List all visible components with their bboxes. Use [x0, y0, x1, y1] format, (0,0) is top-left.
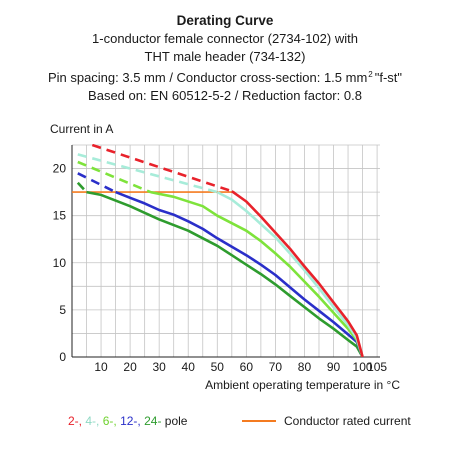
chart-subtitle-line-2: THT male header (734-132) [144, 49, 306, 64]
x-tick-label: 100 [353, 360, 373, 374]
x-tick-label: 40 [182, 360, 196, 374]
legend-12-pole: 12-, [120, 414, 141, 428]
x-tick-label: 20 [123, 360, 137, 374]
y-tick-label: 0 [59, 350, 66, 364]
series-2-pole-line [231, 190, 364, 357]
y-tick-label: 5 [59, 303, 66, 317]
chart-title: Derating Curve [176, 13, 274, 28]
series-24-pole-line [86, 190, 364, 357]
series-4-pole-line [216, 190, 364, 357]
series-6-pole-dashed [77, 160, 151, 194]
legend-4-pole: 4-, [85, 414, 100, 428]
series-2-pole-dashed [91, 144, 233, 193]
rated-current-legend: Conductor rated current [242, 414, 411, 428]
legend-24-pole: 24- [144, 414, 162, 428]
legend-2-pole: 2-, [68, 414, 83, 428]
chart-title-block: Derating Curve 1-conductor female connec… [0, 12, 450, 105]
x-axis-label: Ambient operating temperature in °C [205, 378, 400, 392]
series-24-pole-dashed [76, 181, 88, 193]
f-st-text: "f-st" [374, 70, 403, 85]
rated-current-label: Conductor rated current [284, 414, 411, 428]
chart-subtitle-line-3: Pin spacing: 3.5 mm / Conductor cross-se… [0, 66, 450, 87]
series-12-pole-line [115, 190, 364, 357]
pin-spacing-text: Pin spacing: 3.5 mm / Conductor cross-se… [47, 70, 368, 85]
rated-current-swatch [242, 420, 276, 422]
superscript-2: 2 [368, 70, 373, 79]
x-tick-label: 70 [269, 360, 283, 374]
x-tick-label: 10 [94, 360, 108, 374]
y-tick-label: 15 [53, 209, 67, 223]
y-tick-label: 10 [53, 256, 67, 270]
x-tick-label: 105 [367, 360, 387, 374]
legend-6-pole: 6-, [102, 414, 117, 428]
x-tick-label: 90 [327, 360, 341, 374]
chart-subtitle-line-4: Based on: EN 60512-5-2 / Reduction facto… [88, 88, 362, 103]
series-12-pole-dashed [77, 172, 117, 194]
chart-subtitle-line-1: 1-conductor female connector (2734-102) … [92, 31, 358, 46]
x-tick-label: 80 [298, 360, 312, 374]
pole-legend: 2-, 4-, 6-, 12-, 24- pole [68, 414, 187, 428]
series-4-pole-dashed [77, 153, 218, 194]
legend-pole-suffix: pole [164, 414, 188, 428]
x-tick-label: 60 [240, 360, 254, 374]
x-tick-label: 50 [211, 360, 225, 374]
y-axis-label: Current in A [50, 122, 113, 136]
x-tick-label: 30 [152, 360, 166, 374]
y-tick-label: 20 [53, 162, 67, 176]
series-6-pole-line [150, 190, 364, 357]
